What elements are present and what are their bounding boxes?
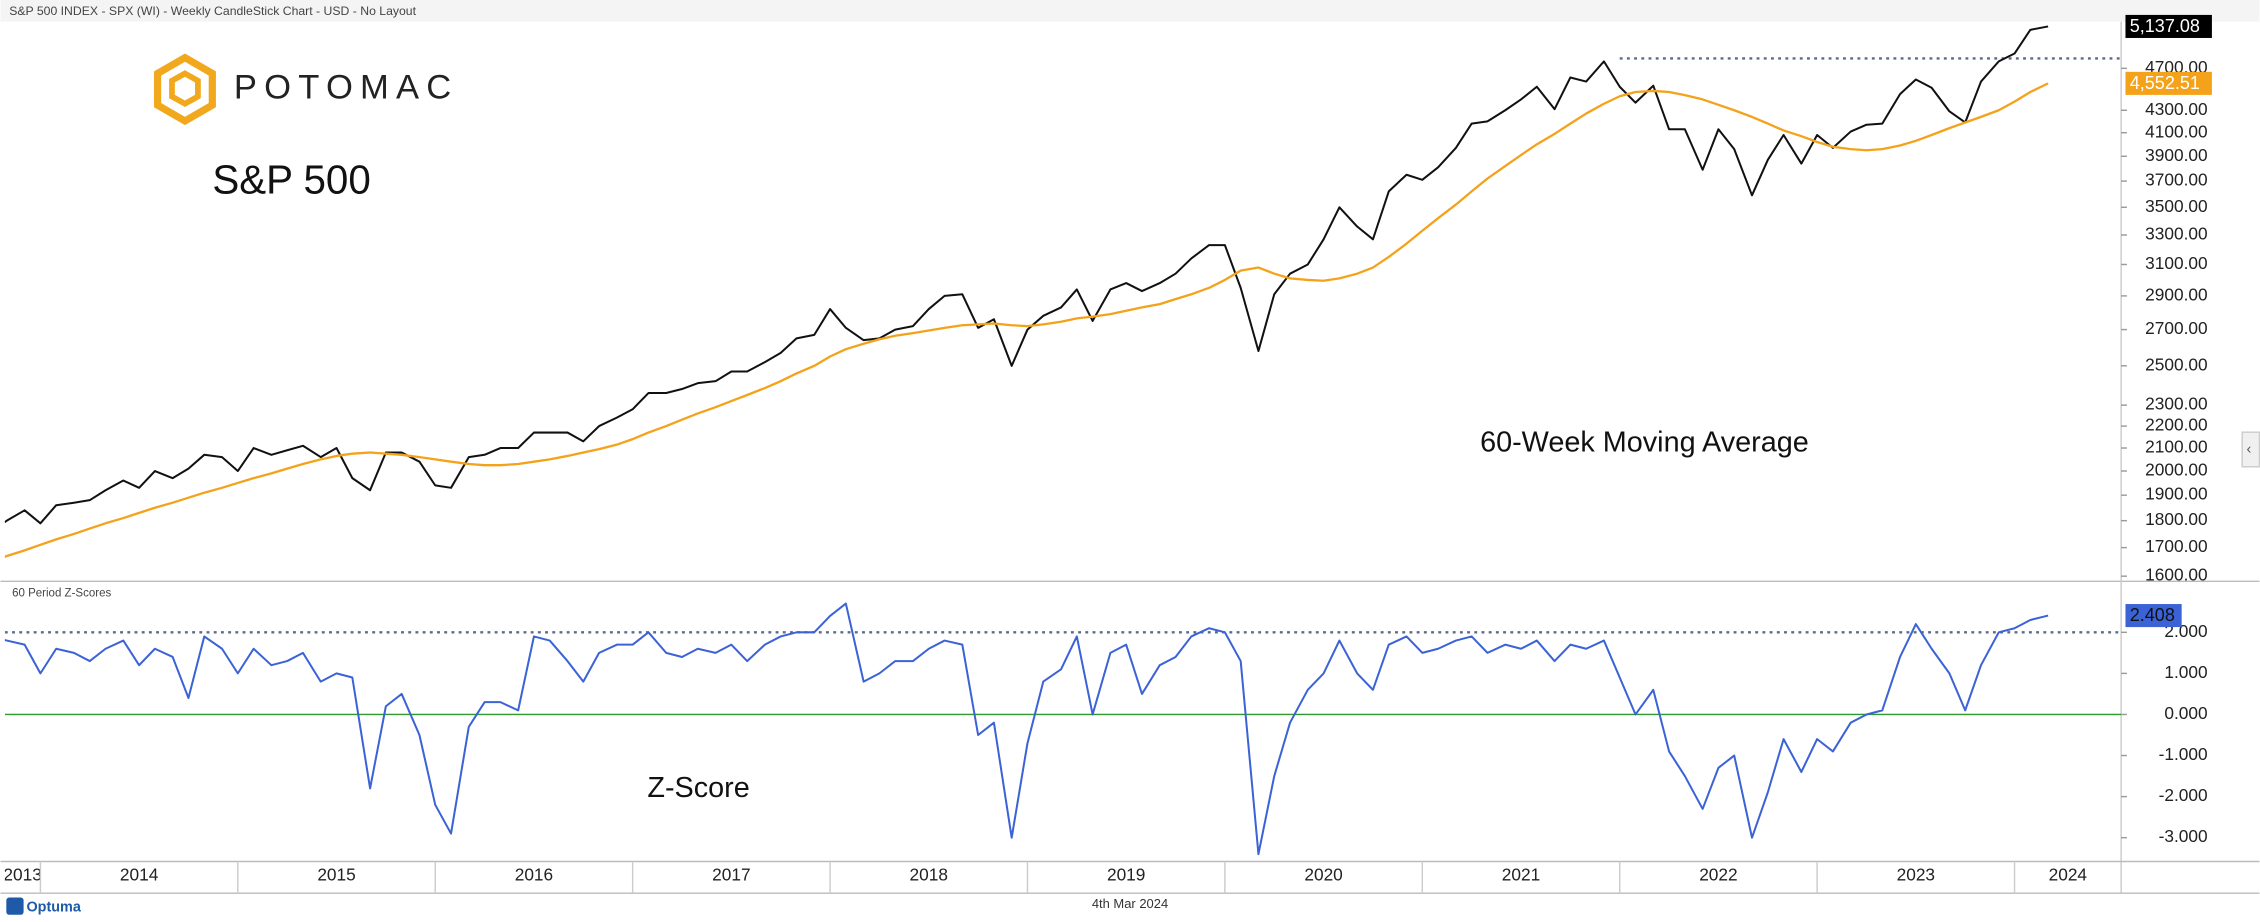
y-tick-label: 2900.00 [2145,284,2207,304]
series-line [4,25,2049,525]
footer-logo-icon [6,897,24,915]
logo: POTOMAC [153,53,459,126]
x-axis: 2013 2014 2015 2016 2017 2018 2019 2020 2021 2022… [3,861,2088,894]
x-tick-label: 2015 [317,864,355,884]
logo-icon-inner [169,70,201,108]
x-tick-label: 2024 [2049,864,2088,884]
x-tick-label: 2014 [120,864,159,884]
footer-date: 4th Mar 2024 [1092,896,1168,911]
y-tick-label: 1800.00 [2145,509,2207,529]
last-value-label: 4,552.51 [2130,73,2200,93]
x-tick-label: 2020 [1304,864,1342,884]
y-tick-label: 2100.00 [2145,437,2207,457]
series-line [4,602,2049,856]
panel-title: 60 Period Z-Scores [12,588,111,600]
annotation: Z-Score [647,772,749,804]
y-tick-label: 3700.00 [2145,170,2207,190]
y-tick-label: 3500.00 [2145,196,2207,216]
y-tick-label: 4300.00 [2145,99,2207,119]
y-tick-label: 3900.00 [2145,145,2207,165]
last-value-label: 2.408 [2130,605,2175,625]
plot-area [4,25,2122,856]
y-tick-label: 2300.00 [2145,394,2207,414]
last-value-box [2125,604,2182,628]
y-tick-label: 4100.00 [2145,121,2207,141]
y-tick-label: 3100.00 [2145,253,2207,273]
y-tick-label: 1.000 [2164,662,2207,682]
x-tick-label: 2019 [1107,864,1145,884]
annotation: S&P 500 [212,157,370,203]
series-line [4,82,2049,558]
x-tick-label: 2021 [1502,864,1540,884]
y-tick-label: 2200.00 [2145,415,2207,435]
x-tick-label: 2017 [712,864,750,884]
x-tick-label: 2023 [1897,864,1935,884]
logo-icon [153,53,216,126]
y-tick-label: -1.000 [2159,744,2208,764]
side-tab[interactable] [2241,431,2260,468]
y-tick-label: -2.000 [2159,785,2208,805]
footer-logo: Optuma [26,899,81,915]
side-tab-icon[interactable]: ‹ [2246,441,2251,457]
y-tick-label: 2000.00 [2145,460,2207,480]
y-tick-label: 3300.00 [2145,224,2207,244]
y-tick-label: 2700.00 [2145,318,2207,338]
x-tick-label: 2022 [1699,864,1737,884]
y-tick-label: 0.000 [2164,703,2207,723]
y-tick-label: -3.000 [2159,826,2208,846]
x-tick-label: 2013 [3,864,41,884]
y-tick-label: 1900.00 [2145,484,2207,504]
annotation: 60-Week Moving Average [1480,426,1809,458]
last-value-box [2125,14,2212,38]
y-tick-label: 1700.00 [2145,536,2207,556]
header-title: S&P 500 INDEX - SPX (WI) - Weekly Candle… [9,4,416,18]
x-tick-label: 2018 [910,864,948,884]
header-bar [0,0,2260,22]
logo-text: POTOMAC [234,68,459,106]
x-tick-label: 2016 [515,864,553,884]
y-tick-label: 1600.00 [2145,565,2207,585]
y-tick-label: 2500.00 [2145,354,2207,374]
last-value-box [2125,71,2212,95]
last-value-label: 5,137.08 [2130,16,2200,36]
